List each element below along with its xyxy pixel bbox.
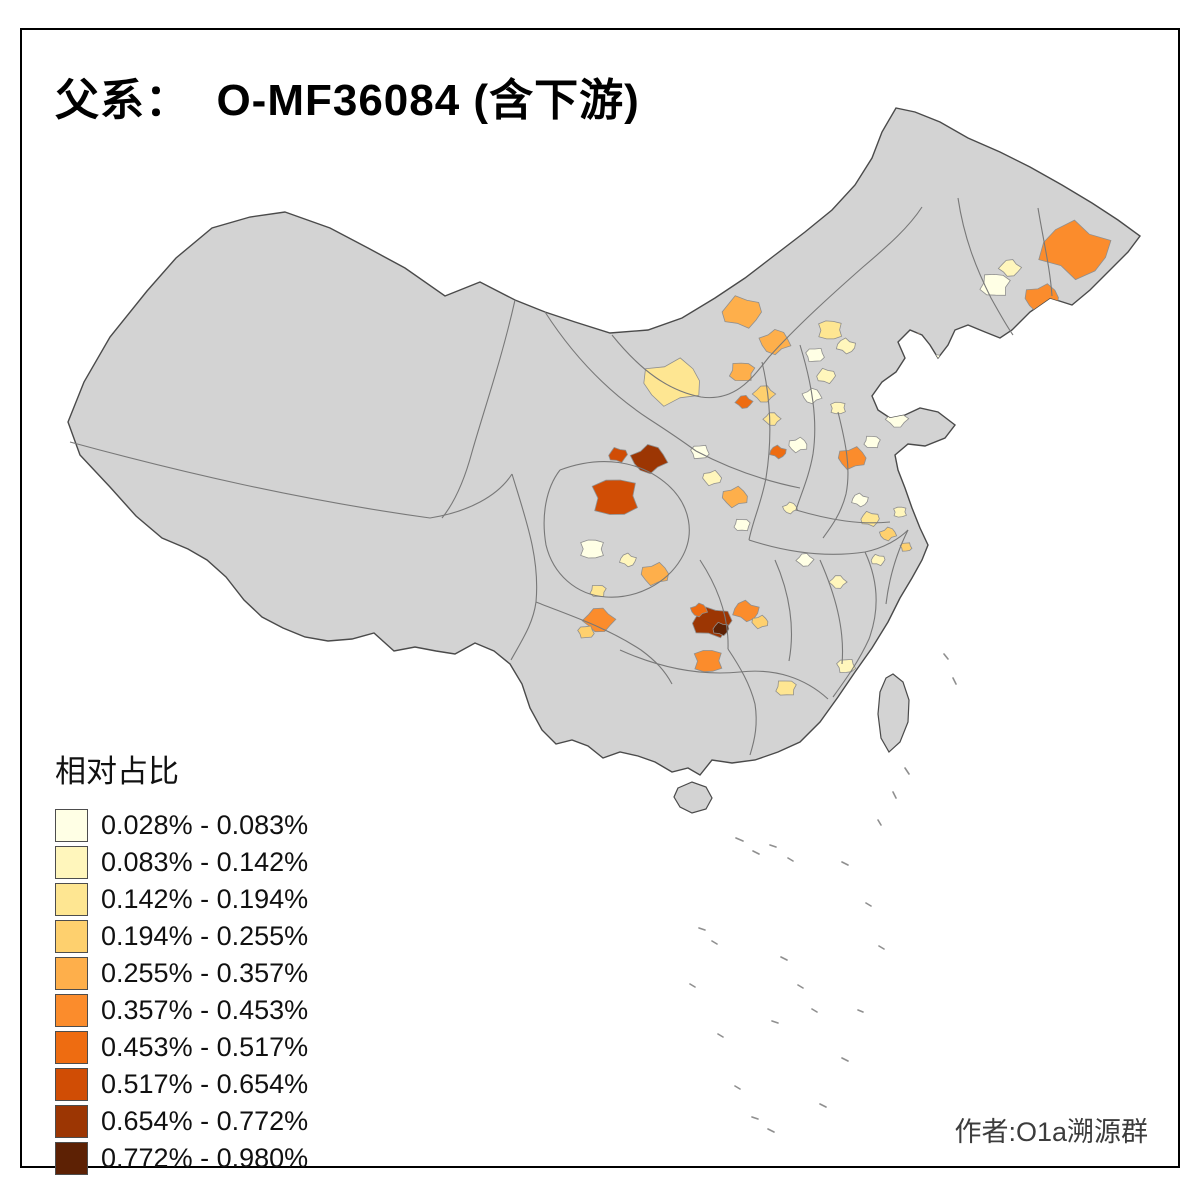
legend-label: 0.654% - 0.772% [101,1106,309,1136]
map-region [878,526,898,542]
legend-entry: 0.255% - 0.357% [55,955,308,992]
legend-label: 0.255% - 0.357% [101,958,309,988]
map-region [837,446,867,470]
author-credit: 作者:O1a溯源群 [954,1117,1148,1147]
map-region [769,444,787,460]
map-region [836,658,857,674]
legend-label: 0.194% - 0.255% [101,921,309,951]
legend-swatch [55,846,88,879]
legend-label: 0.028% - 0.083% [101,810,309,840]
legend-entry: 0.517% - 0.654% [55,1066,308,1103]
legend-entry: 0.194% - 0.255% [55,918,308,955]
map-region [732,599,760,623]
legend-entry: 0.453% - 0.517% [55,1029,308,1066]
legend-swatch [55,1105,88,1138]
map-region [788,436,808,454]
legend-label: 0.517% - 0.654% [101,1069,309,1099]
legend-entry: 0.772% - 0.980% [55,1140,308,1177]
map-region [758,328,792,356]
map-region [851,492,869,508]
legend-label: 0.772% - 0.980% [101,1143,309,1173]
map-region [728,362,756,382]
legend-entry: 0.142% - 0.194% [55,881,308,918]
map-region [775,680,797,696]
legend-label: 0.357% - 0.453% [101,995,309,1025]
map-region [733,518,751,532]
legend-label: 0.142% - 0.194% [101,884,309,914]
map-region [721,485,748,509]
map-region [608,447,628,463]
map-region [577,625,595,639]
map-region [721,295,762,329]
map-region [689,602,709,618]
province-borders [69,197,1053,756]
map-region [795,553,815,567]
mainland-outline [67,107,1141,776]
map-region [818,320,843,340]
legend-entry: 0.357% - 0.453% [55,992,308,1029]
legend-swatch [55,1068,88,1101]
map-region [830,401,846,415]
map-region [712,621,730,637]
map-region [751,614,769,630]
map-region [863,435,881,449]
map-region [589,585,607,597]
map-region [702,469,723,487]
map-title: 父系： O-MF36084 (含下游) [55,76,640,125]
map-region [762,412,782,426]
map-region [816,367,836,385]
taiwan-island [877,673,910,753]
legend-swatch [55,920,88,953]
legend-swatch [55,994,88,1027]
map-region [629,444,669,475]
legend-entry: 0.028% - 0.083% [55,807,308,844]
hainan-island [673,781,713,814]
legend-entries: 0.028% - 0.083% 0.083% - 0.142% 0.142% - 0… [55,807,308,1177]
map-region [618,552,637,568]
map-region [693,650,723,673]
map-region [591,479,639,515]
legend-swatch [55,809,88,842]
map-region [893,506,907,518]
legend-title: 相对占比 [55,754,179,789]
legend-entry: 0.654% - 0.772% [55,1103,308,1140]
map-region [734,394,754,409]
legend-label: 0.083% - 0.142% [101,847,309,877]
map-region [997,259,1023,277]
map-region [643,357,700,407]
map-region [922,352,943,368]
legend-swatch [55,1031,88,1064]
legend: 相对占比 0.028% - 0.083% 0.083% - 0.142% 0.142… [55,746,308,1177]
legend-entry: 0.083% - 0.142% [55,844,308,881]
map-region [580,539,604,559]
legend-swatch [55,1142,88,1175]
map-region [835,337,856,355]
legend-swatch [55,883,88,916]
map-region [1038,219,1112,281]
region-layer [577,219,1112,696]
legend-swatch [55,957,88,990]
legend-label: 0.453% - 0.517% [101,1032,309,1062]
map-region [805,347,825,363]
south-sea-islets [689,653,957,1133]
map-region [870,553,886,567]
